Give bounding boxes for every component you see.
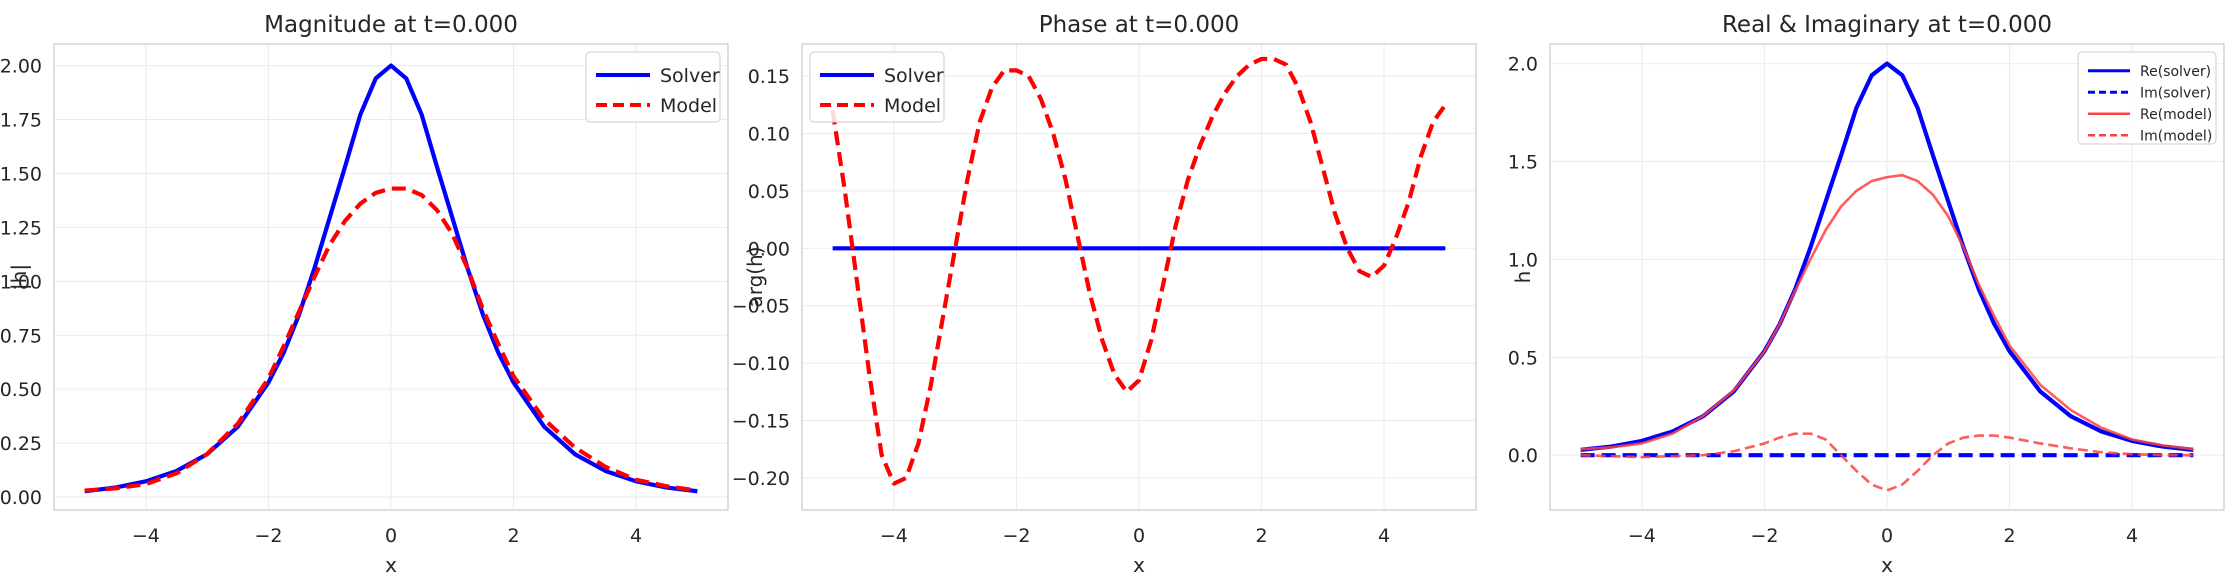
x-tick-label: 4 (2126, 525, 2138, 547)
y-tick-label: 0.0 (1508, 445, 1538, 467)
y-tick-label: 2.0 (1508, 54, 1538, 76)
subplot-title: Magnitude at t=0.000 (264, 12, 518, 38)
subplot-3: −4 −2 0 2 4 0.0 0.5 1.0 1.5 2.0 Real & Imaginary a… (1508, 12, 2225, 577)
y-tick-label: 0.50 (0, 379, 42, 401)
y-tick-label: 1.5 (1508, 151, 1538, 173)
y-tick-label: 0.10 (748, 124, 790, 146)
series-line-im-model- (1580, 432, 2194, 492)
x-tick-label: 2 (1255, 525, 1267, 547)
x-tick-label: −4 (1628, 525, 1656, 547)
legend: Solver Model (809, 51, 945, 123)
y-tick-label: −0.15 (732, 410, 790, 432)
y-tick-label: 0.05 (748, 181, 790, 203)
y-tick-label: 0.00 (0, 487, 42, 509)
y-tick-label: 1.00 (0, 271, 42, 293)
legend-label: Im(model) (2140, 128, 2212, 144)
legend: Solver Model (585, 51, 721, 123)
x-axis-label: x (1881, 553, 1893, 577)
x-tick-label: −2 (254, 525, 282, 547)
y-tick-label: 2.00 (0, 56, 42, 78)
legend-label: Solver (660, 65, 720, 87)
y-tick-label: 0.75 (0, 325, 42, 347)
x-tick-label: 4 (1378, 525, 1390, 547)
x-tick-label: −2 (1750, 525, 1778, 547)
legend-label: Re(model) (2140, 107, 2212, 123)
y-tick-label: −0.05 (732, 296, 790, 318)
y-tick-label: 1.0 (1508, 249, 1538, 271)
subplot-title: Phase at t=0.000 (1039, 12, 1240, 38)
x-tick-label: −4 (132, 525, 160, 547)
x-tick-label: 4 (630, 525, 642, 547)
legend-box (2077, 51, 2217, 145)
legend-label: Re(solver) (2140, 64, 2211, 80)
subplot-1: −4 −2 0 2 4 0.00 0.25 0.50 0.75 1.00 1.25 1.50 1.75 2… (0, 12, 729, 577)
legend-label: Model (660, 95, 717, 117)
y-tick-label: 0.15 (748, 66, 790, 88)
y-axis-label: arg(h) (743, 246, 767, 307)
subplot-title: Real & Imaginary at t=0.000 (1722, 12, 2052, 38)
x-tick-label: −4 (880, 525, 908, 547)
y-axis-label: |h| (7, 264, 31, 290)
y-axis-label: h (1511, 271, 1535, 284)
x-tick-label: 0 (1133, 525, 1145, 547)
series-line-model (84, 186, 698, 493)
y-tick-label: −0.10 (732, 353, 790, 375)
axes-frame (801, 43, 1477, 511)
y-tick-label: 0.00 (748, 238, 790, 260)
y-tick-label: 1.50 (0, 163, 42, 185)
x-axis-label: x (1133, 553, 1145, 577)
y-tick-label: 0.25 (0, 433, 42, 455)
y-tick-label: −0.20 (732, 468, 790, 490)
series-line-model (830, 56, 1448, 486)
y-tick-label: 0.5 (1508, 347, 1538, 369)
x-tick-label: 2 (507, 525, 519, 547)
y-tick-label: 1.25 (0, 217, 42, 239)
x-axis-label: x (385, 553, 397, 577)
legend: Re(solver) Im(solver) Re(model) Im(model) (2077, 51, 2217, 145)
x-tick-label: −2 (1002, 525, 1030, 547)
legend-label: Solver (884, 65, 944, 87)
x-tick-label: 2 (2003, 525, 2015, 547)
x-tick-label: 0 (1881, 525, 1893, 547)
axes-frame (1549, 43, 2225, 511)
legend-label: Im(solver) (2140, 85, 2211, 101)
legend-label: Model (884, 95, 941, 117)
y-tick-label: 1.75 (0, 110, 42, 132)
series-line-re-model- (1580, 173, 2194, 451)
x-tick-label: 0 (385, 525, 397, 547)
axes-frame (53, 43, 729, 511)
subplot-2: −4 −2 0 2 4 −0.20 −0.15 −0.10 −0.05 0.00 0.05 0.10 0… (732, 12, 1477, 577)
